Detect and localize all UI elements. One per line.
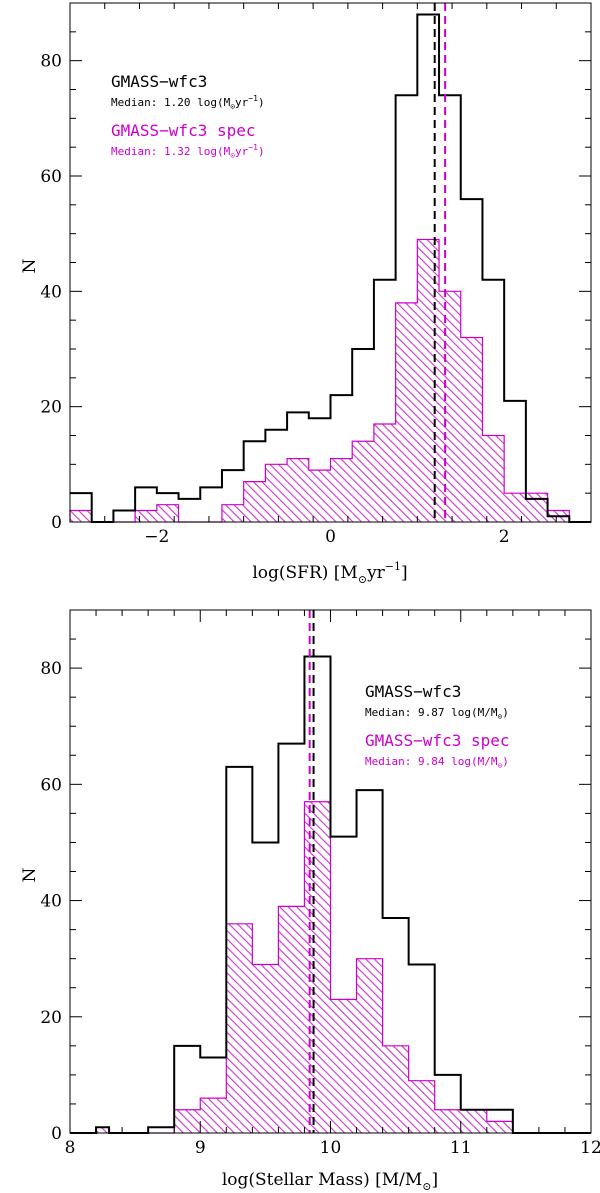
x-axis-label: log(Stellar Mass) [M/M⊙] <box>222 1170 438 1193</box>
legend-all-median: Median: 9.87 log(M/M⊙) <box>365 706 509 721</box>
legend: GMASS−wfc3 Median: 1.20 log(M⊙yr−1) GMAS… <box>111 72 265 160</box>
spec-hatched-bars <box>69 238 591 523</box>
spec-hatched-bars <box>70 801 591 1134</box>
spec-bar <box>460 337 483 522</box>
spec-bar <box>308 470 331 522</box>
x-tick-label: 0 <box>325 527 336 547</box>
tick-labels: 8 9 10 11 12 0 20 40 60 80 <box>40 659 600 1158</box>
axes <box>69 609 592 1134</box>
x-tick-label: 12 <box>580 1138 600 1158</box>
spec-bar <box>395 1045 409 1133</box>
spec-bar <box>96 1127 110 1133</box>
y-tick-label: 60 <box>40 167 62 187</box>
y-tick-label: 80 <box>40 659 62 679</box>
y-axis-label: N <box>20 867 40 882</box>
spec-bar <box>330 999 344 1133</box>
spec-bar <box>447 1109 461 1133</box>
spec-bar <box>486 1121 500 1133</box>
spec-bar <box>482 435 505 522</box>
spec-bar <box>221 504 244 522</box>
spec-bar <box>395 302 418 522</box>
spec-bar <box>226 923 240 1133</box>
all-outline-step <box>70 13 591 523</box>
y-tick-label: 40 <box>40 892 62 912</box>
legend-all-title: GMASS−wfc3 <box>365 682 461 701</box>
legend-spec-title: GMASS−wfc3 spec <box>365 731 510 750</box>
spec-bar <box>135 510 157 522</box>
spec-bar <box>356 958 370 1133</box>
y-tick-label: 20 <box>40 398 62 418</box>
spec-bar <box>287 458 309 522</box>
y-tick-label: 60 <box>40 775 62 795</box>
legend-spec-median: Median: 9.84 log(M/M⊙) <box>365 755 509 770</box>
x-tick-label: 2 <box>499 527 510 547</box>
spec-bar <box>382 1045 396 1133</box>
spec-bar <box>421 1080 435 1133</box>
legend: GMASS−wfc3 Median: 9.87 log(M/M⊙) GMASS−… <box>365 682 510 770</box>
y-tick-label: 0 <box>51 513 62 533</box>
spec-bar <box>343 999 357 1133</box>
x-tick-label: 11 <box>450 1138 472 1158</box>
spec-bar <box>352 441 374 522</box>
spec-bar <box>304 801 318 1133</box>
y-axis-label: N <box>20 258 40 273</box>
spec-bar <box>70 510 92 522</box>
spec-bar <box>473 1109 487 1133</box>
legend-all-median: Median: 1.20 log(M⊙yr−1) <box>111 94 265 111</box>
spec-bar <box>417 239 440 522</box>
spec-bar <box>265 464 288 522</box>
spec-bar <box>504 493 526 522</box>
spec-bar <box>239 923 253 1133</box>
legend-all-title: GMASS−wfc3 <box>111 72 207 91</box>
spec-bar <box>525 493 548 522</box>
spec-bar <box>330 458 353 522</box>
y-tick-label: 0 <box>51 1124 62 1144</box>
spec-bar <box>265 964 279 1133</box>
spec-bar <box>373 423 396 522</box>
y-tick-label: 40 <box>40 282 62 302</box>
spec-bar <box>460 1109 474 1133</box>
x-tick-label: 8 <box>65 1138 76 1158</box>
spec-outline-step <box>69 238 591 523</box>
y-tick-label: 20 <box>40 1008 62 1028</box>
all-outline-step <box>70 655 591 1134</box>
y-tick-label: 80 <box>40 52 62 72</box>
spec-bar <box>243 481 266 522</box>
spec-bar <box>439 291 461 522</box>
spec-bar <box>187 1109 201 1133</box>
axes <box>69 2 592 523</box>
median-lines <box>433 3 447 522</box>
spec-bar <box>408 1080 422 1133</box>
spec-bar <box>200 1098 214 1133</box>
all-outline-histogram <box>70 13 591 523</box>
x-tick-label: 9 <box>195 1138 206 1158</box>
x-tick-label: −2 <box>144 527 169 547</box>
spec-bar <box>369 958 383 1133</box>
x-axis-label: log(SFR) [M⊙yr−1] <box>252 560 407 586</box>
all-outline-histogram <box>70 655 591 1134</box>
median-lines <box>308 610 315 1133</box>
spec-bar <box>291 906 305 1133</box>
legend-spec-median: Median: 1.32 log(M⊙yr−1) <box>111 143 265 160</box>
spec-bar <box>434 1109 448 1133</box>
x-tick-label: 10 <box>320 1138 342 1158</box>
spec-bar <box>156 504 179 522</box>
spec-bar <box>174 1109 188 1133</box>
spec-bar <box>252 964 266 1133</box>
spec-bar <box>213 1098 227 1133</box>
spec-bar <box>317 801 331 1133</box>
spec-bar <box>278 906 292 1133</box>
legend-spec-title: GMASS−wfc3 spec <box>111 121 256 140</box>
spec-bar <box>499 1121 513 1133</box>
stellar-mass-histogram-panel: 8 9 10 11 12 0 20 40 60 80 log(Stellar Mass) [M/M… <box>20 609 600 1193</box>
